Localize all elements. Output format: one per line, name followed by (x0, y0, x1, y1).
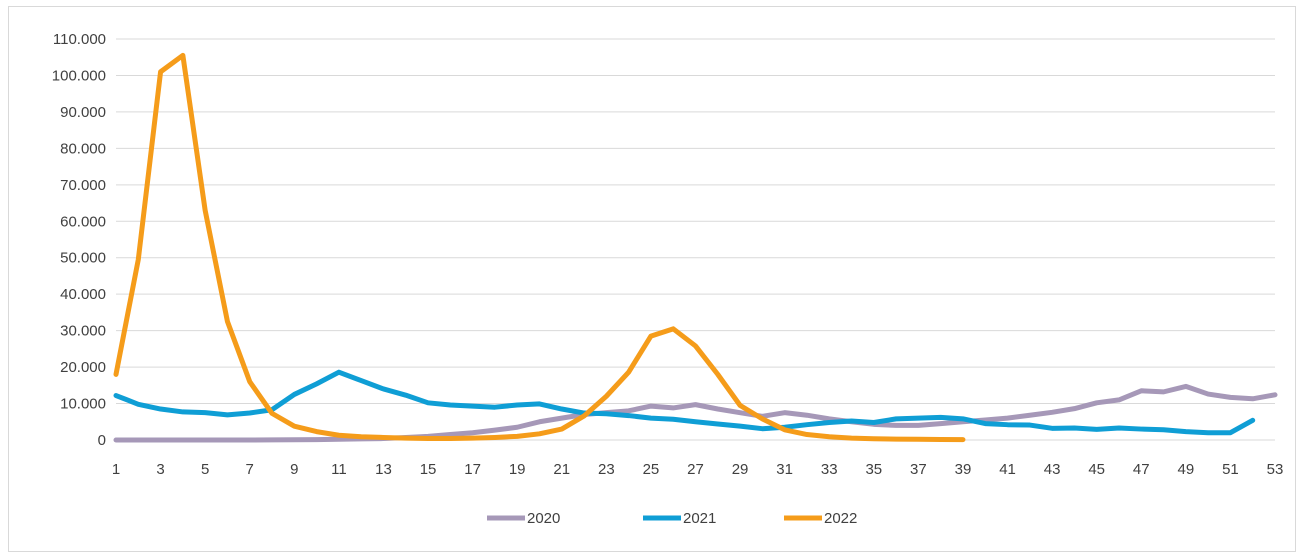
y-tick-label: 40.000 (60, 286, 106, 303)
x-tick-label: 35 (865, 461, 882, 478)
x-tick-label: 31 (776, 461, 793, 478)
x-axis-labels: 1 3 5 7 9 11 13 15 17 19 21 23 25 27 29 31 33 35 37 39 41 43 4… (112, 461, 1284, 478)
x-tick-label: 49 (1178, 461, 1195, 478)
series-line-2022 (113, 52, 966, 443)
x-tick-label: 15 (420, 461, 437, 478)
x-tick-label: 5 (201, 461, 209, 478)
series-line-2020 (113, 383, 1278, 443)
y-axis-labels: 0 10.000 20.000 30.000 40.000 50.000 60.000 70.… (52, 31, 106, 449)
y-tick-label: 70.000 (60, 177, 106, 194)
gridlines (116, 38, 1275, 441)
x-tick-label: 33 (821, 461, 838, 478)
y-tick-label: 110.000 (53, 31, 106, 48)
x-tick-label: 21 (553, 461, 570, 478)
x-tick-label: 43 (1044, 461, 1061, 478)
y-tick-label: 30.000 (60, 323, 106, 340)
x-tick-label: 3 (156, 461, 164, 478)
line-chart: 0 10.000 20.000 30.000 40.000 50.000 60.000 70.… (52, 31, 1284, 527)
x-tick-label: 1 (112, 461, 120, 478)
legend-label-2020: 2020 (527, 510, 560, 527)
x-tick-label: 37 (910, 461, 927, 478)
series-lines (113, 52, 1278, 443)
series-line-2021 (113, 369, 1256, 436)
x-tick-label: 25 (643, 461, 660, 478)
legend-label-2022: 2022 (824, 510, 857, 527)
x-tick-label: 41 (999, 461, 1016, 478)
y-tick-label: 100.000 (52, 67, 106, 84)
y-tick-label: 60.000 (60, 213, 106, 230)
y-tick-label: 0 (98, 432, 106, 449)
x-tick-label: 45 (1088, 461, 1105, 478)
x-tick-label: 9 (290, 461, 298, 478)
x-tick-label: 11 (331, 461, 347, 478)
x-tick-label: 7 (246, 461, 254, 478)
y-tick-label: 50.000 (60, 250, 106, 267)
legend-label-2021: 2021 (683, 510, 716, 527)
x-tick-label: 23 (598, 461, 615, 478)
chart-frame: 0 10.000 20.000 30.000 40.000 50.000 60.000 70.… (8, 6, 1296, 552)
y-tick-label: 90.000 (60, 104, 106, 121)
x-tick-label: 53 (1267, 461, 1284, 478)
x-tick-label: 13 (375, 461, 392, 478)
x-tick-label: 29 (732, 461, 749, 478)
x-tick-label: 19 (509, 461, 526, 478)
y-tick-label: 10.000 (60, 396, 106, 413)
x-tick-label: 47 (1133, 461, 1150, 478)
x-tick-label: 17 (464, 461, 481, 478)
y-tick-label: 20.000 (60, 359, 106, 376)
x-tick-label: 27 (687, 461, 704, 478)
y-tick-label: 80.000 (60, 140, 106, 157)
legend: 2020 2021 2022 (487, 510, 857, 527)
x-tick-label: 39 (955, 461, 972, 478)
x-tick-label: 51 (1222, 461, 1239, 478)
